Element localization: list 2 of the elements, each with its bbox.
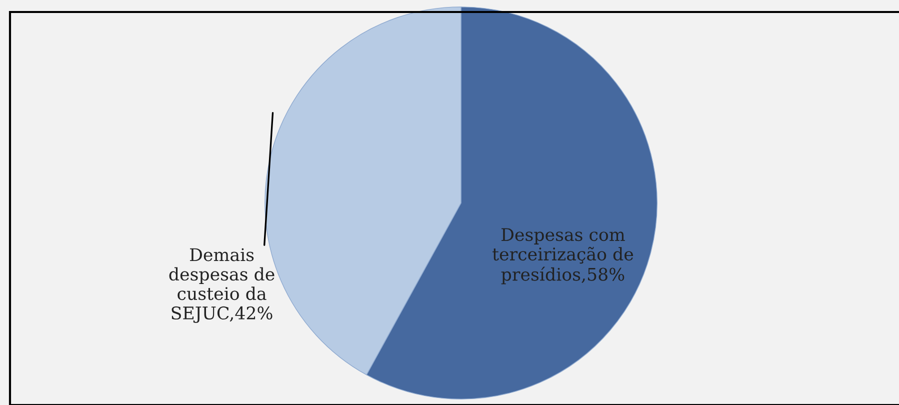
slice-label: Despesas com terceirização de presídios,58% — [492, 228, 634, 284]
slice-label: Demais despesas de custeio da SEJUC,42% — [169, 248, 274, 323]
